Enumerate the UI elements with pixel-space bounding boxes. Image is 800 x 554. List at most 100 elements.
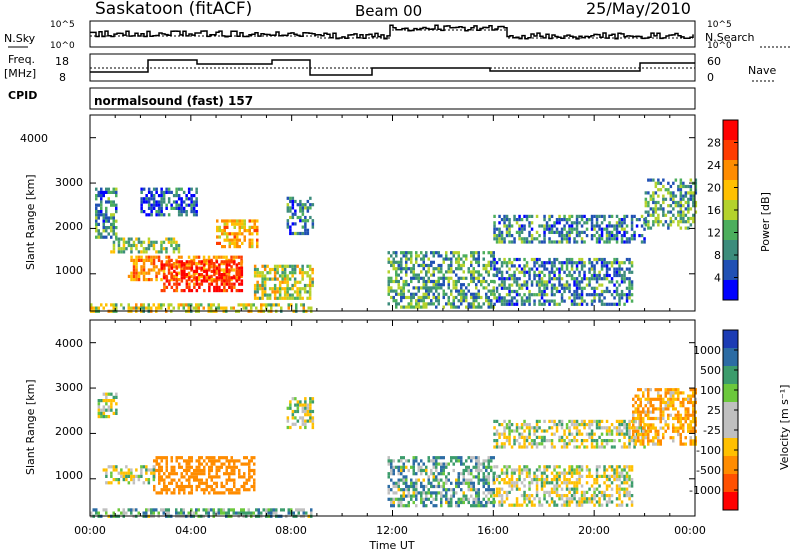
heatmap-cell	[495, 432, 499, 436]
heatmap-cell	[180, 269, 184, 273]
heatmap-cell	[155, 462, 158, 466]
heatmap-cell	[644, 413, 647, 417]
heatmap-cell	[253, 287, 257, 291]
heatmap-cell	[600, 426, 604, 430]
heatmap-cell	[467, 497, 470, 501]
heatmap-cell	[620, 296, 624, 300]
heatmap-cell	[475, 494, 478, 498]
heatmap-cell	[477, 257, 480, 261]
heatmap-cell	[185, 484, 188, 489]
heatmap-cell	[528, 474, 531, 478]
heatmap-cell	[160, 260, 164, 264]
heatmap-cell	[540, 435, 544, 439]
heatmap-cell	[667, 226, 670, 230]
heatmap-cell	[623, 445, 626, 449]
heatmap-cell	[245, 462, 248, 466]
heatmap-cell	[142, 240, 146, 244]
noise-panel: N.Sky N.Search 10^5 10^0 10^5 10^0	[4, 20, 792, 51]
heatmap-cell	[677, 210, 680, 214]
heatmap-cell	[669, 400, 672, 405]
xtick-1600: 16:00	[477, 524, 509, 537]
heatmap-cell	[276, 264, 279, 268]
heatmap-cell	[472, 465, 475, 469]
heatmap-cell	[243, 235, 246, 239]
heatmap-cell	[122, 471, 126, 475]
heatmap-cell	[649, 423, 652, 427]
heatmap-cell	[291, 422, 295, 426]
heatmap-cell	[268, 287, 272, 291]
heatmap-cell	[558, 261, 561, 265]
heatmap-cell	[498, 487, 501, 491]
heatmap-cell	[182, 306, 185, 310]
heatmap-cell	[682, 429, 685, 433]
heatmap-cell	[620, 234, 624, 238]
heatmap-cell	[412, 462, 415, 466]
heatmap-cell	[580, 302, 584, 306]
heatmap-cell	[140, 258, 143, 262]
colorbar-swatch	[723, 180, 738, 201]
heatmap-cell	[664, 400, 667, 405]
heatmap-cell	[195, 187, 198, 191]
heatmap-cell	[477, 462, 480, 466]
heatmap-cell	[248, 219, 251, 223]
heatmap-cell	[167, 197, 171, 201]
heatmap-cell	[183, 269, 186, 273]
heatmap-cell	[223, 273, 226, 277]
heatmap-cell	[513, 435, 516, 439]
heatmap-cell	[400, 270, 403, 274]
heatmap-cell	[692, 388, 695, 392]
heatmap-cell	[400, 459, 403, 463]
heatmap-cell	[210, 456, 213, 460]
heatmap-cell	[420, 468, 423, 473]
heatmap-cell	[510, 261, 514, 265]
heatmap-cell	[390, 488, 393, 492]
heatmap-cell	[286, 416, 290, 420]
heatmap-cell	[630, 237, 634, 241]
heatmap-cell	[563, 234, 566, 238]
heatmap-cell	[613, 257, 616, 262]
heatmap-cell	[615, 230, 619, 234]
heatmap-cell	[613, 227, 616, 231]
heatmap-cell	[523, 497, 526, 501]
heatmap-cell	[523, 465, 526, 469]
heatmap-cell	[387, 488, 390, 492]
heatmap-cell	[545, 478, 549, 482]
heatmap-cell	[677, 426, 680, 430]
heatmap-cell	[694, 416, 697, 421]
heatmap-cell	[445, 494, 448, 498]
heatmap-cell	[618, 503, 621, 507]
heatmap-cell	[407, 267, 410, 271]
heatmap-cell	[649, 388, 652, 392]
heatmap-cell	[130, 258, 133, 262]
heatmap-cell	[647, 436, 650, 440]
heatmap-cell	[560, 503, 564, 507]
heatmap-cell	[195, 475, 198, 479]
heatmap-cell	[518, 435, 521, 439]
heatmap-cell	[500, 261, 504, 265]
heatmap-cell	[487, 273, 490, 277]
heatmap-cell	[450, 251, 453, 255]
heatmap-cell	[598, 227, 601, 231]
heatmap-cell	[410, 481, 413, 485]
heatmap-cell	[505, 218, 509, 222]
heatmap-cell	[203, 279, 206, 283]
heatmap-cell	[654, 220, 658, 224]
heatmap-cell	[679, 420, 682, 424]
heatmap-cell	[170, 203, 173, 207]
heatmap-cell	[447, 488, 450, 492]
heatmap-cell	[548, 490, 551, 494]
heatmap-cell	[472, 295, 475, 300]
heatmap-cell	[495, 474, 499, 478]
heatmap-cell	[248, 478, 251, 482]
heatmap-cell	[669, 394, 672, 398]
heatmap-cell	[460, 459, 463, 463]
colorbar-tick-label: 24	[707, 159, 721, 172]
heatmap-cell	[100, 213, 103, 217]
heatmap-cell	[457, 459, 460, 463]
colorbar-swatch	[723, 420, 738, 439]
heatmap-cell	[642, 391, 645, 395]
heatmap-cell	[198, 260, 201, 264]
heatmap-cell	[472, 500, 475, 505]
heatmap-cell	[140, 465, 143, 469]
heatmap-cell	[632, 423, 635, 427]
